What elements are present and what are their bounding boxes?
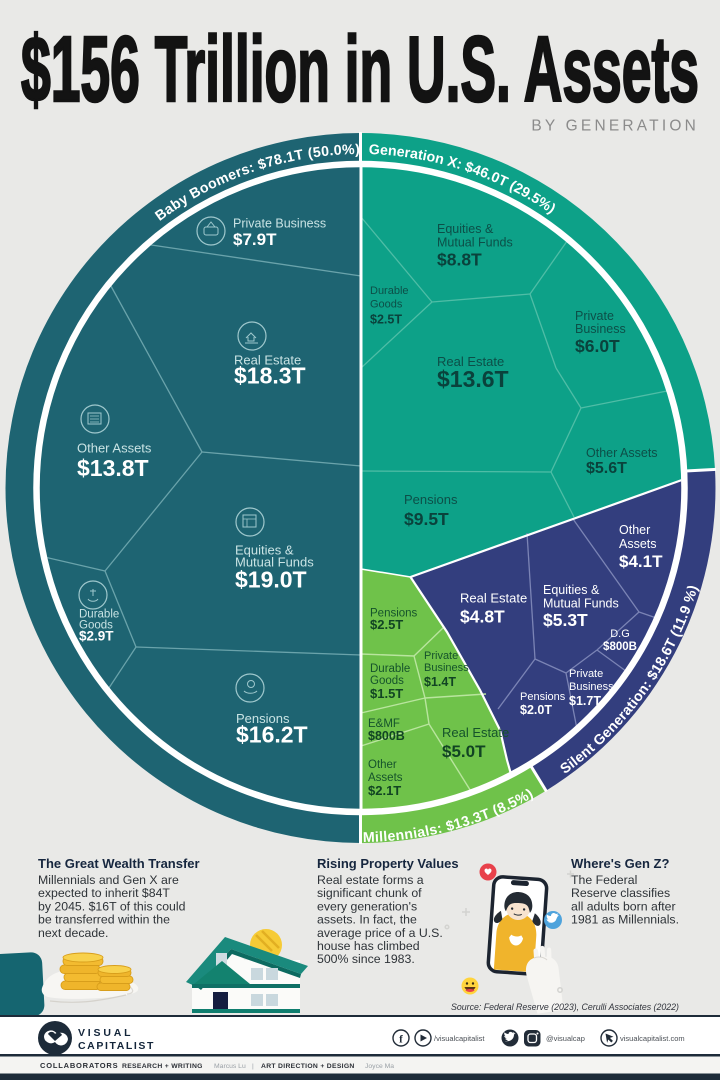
svg-text:$1.4T: $1.4T [424, 675, 456, 689]
svg-text:$2.1T: $2.1T [368, 783, 401, 798]
svg-text:house has climbed: house has climbed [317, 939, 420, 953]
svg-text:Assets: Assets [368, 772, 403, 784]
svg-text:Durable: Durable [370, 663, 410, 675]
svg-text:assets. In fact, the: assets. In fact, the [317, 913, 417, 927]
svg-text:Private: Private [569, 668, 603, 680]
svg-text:500% since 1983.: 500% since 1983. [317, 952, 415, 966]
svg-text:$5.0T: $5.0T [442, 742, 486, 761]
svg-text:Reserve classifies: Reserve classifies [571, 886, 670, 900]
svg-text:Durable: Durable [79, 609, 119, 621]
svg-text:Mutual Funds: Mutual Funds [235, 555, 314, 570]
svg-text:Marcus Lu: Marcus Lu [214, 1063, 246, 1070]
svg-text:$2.0T: $2.0T [520, 703, 552, 717]
svg-text:$4.8T: $4.8T [460, 607, 505, 627]
svg-text:Business: Business [424, 662, 469, 674]
svg-text:Real Estate: Real Estate [460, 591, 527, 606]
svg-text:RESEARCH + WRITING: RESEARCH + WRITING [122, 1063, 203, 1070]
svg-text:Private Business: Private Business [233, 217, 326, 231]
svg-text:VISUAL: VISUAL [78, 1027, 133, 1039]
svg-text:Other Assets: Other Assets [77, 441, 152, 456]
svg-text:Equities &: Equities & [543, 583, 600, 597]
svg-text:significant chunk of: significant chunk of [317, 886, 422, 900]
svg-text:$800B: $800B [368, 729, 405, 743]
svg-text:$1.5T: $1.5T [370, 686, 403, 701]
svg-text:$2.5T: $2.5T [370, 617, 403, 632]
svg-text:Goods: Goods [370, 299, 403, 311]
svg-text:average price of a U.S.: average price of a U.S. [317, 926, 443, 940]
svg-text:$800B: $800B [603, 641, 637, 653]
svg-text:Source: Federal Reserve (2023): Source: Federal Reserve (2023), Cerulli … [451, 1002, 679, 1012]
svg-text:1981 as Millennials.: 1981 as Millennials. [571, 913, 679, 927]
svg-text:$16.2T: $16.2T [236, 722, 308, 748]
svg-text:$6.0T: $6.0T [575, 336, 620, 356]
svg-text:/visualcapitalist: /visualcapitalist [434, 1034, 485, 1043]
svg-text:every generation's: every generation's [317, 899, 417, 913]
svg-text:Pensions: Pensions [520, 691, 566, 703]
svg-text:Durable: Durable [370, 285, 409, 297]
svg-text:f: f [399, 1034, 403, 1046]
svg-text:|: | [252, 1063, 254, 1070]
svg-text:Equities &: Equities & [235, 543, 294, 558]
svg-text:Goods: Goods [79, 620, 113, 632]
svg-text:Pensions: Pensions [404, 492, 458, 507]
svg-text:D.G: D.G [610, 628, 630, 640]
svg-text:Private: Private [424, 650, 458, 662]
svg-text:Assets: Assets [619, 537, 657, 551]
svg-text:E&MF: E&MF [368, 718, 400, 730]
svg-text:Other: Other [368, 759, 397, 771]
svg-text:Equities &: Equities & [437, 222, 494, 236]
svg-text:ART DIRECTION + DESIGN: ART DIRECTION + DESIGN [261, 1063, 355, 1070]
svg-text:Mutual Funds: Mutual Funds [437, 236, 513, 250]
svg-text:Rising Property Values: Rising Property Values [317, 856, 459, 871]
svg-text:Millennials and Gen X are: Millennials and Gen X are [38, 873, 179, 887]
svg-text:Private: Private [575, 309, 614, 323]
svg-text:$1.7T: $1.7T [569, 694, 601, 708]
svg-text:Real Estate: Real Estate [442, 725, 509, 740]
svg-text:$5.3T: $5.3T [543, 610, 588, 630]
svg-text:expected to inherit $84T: expected to inherit $84T [38, 886, 170, 900]
svg-text:Mutual Funds: Mutual Funds [543, 597, 619, 611]
svg-text:$4.1T: $4.1T [619, 552, 663, 571]
svg-text:$2.9T: $2.9T [79, 629, 114, 644]
svg-text:Real Estate: Real Estate [234, 353, 301, 368]
svg-text:CAPITALIST: CAPITALIST [78, 1040, 155, 1052]
svg-text:Pensions: Pensions [370, 608, 418, 620]
svg-text:Business: Business [575, 322, 626, 336]
svg-text:Joyce Ma: Joyce Ma [365, 1063, 394, 1070]
svg-text:by 2045. $16T of this could: by 2045. $16T of this could [38, 899, 186, 913]
svg-text:Real estate forms a: Real estate forms a [317, 873, 424, 887]
svg-text:$8.8T: $8.8T [437, 250, 482, 270]
svg-text:Other Assets: Other Assets [586, 446, 658, 460]
svg-text:Business: Business [569, 681, 614, 693]
svg-text:$5.6T: $5.6T [586, 460, 627, 477]
svg-text:Where's Gen Z?: Where's Gen Z? [571, 856, 669, 871]
svg-text:all adults born after: all adults born after [571, 899, 676, 913]
svg-text:Other: Other [619, 523, 650, 537]
svg-text:Goods: Goods [370, 675, 404, 687]
svg-text:$2.5T: $2.5T [370, 313, 402, 327]
svg-text:$13.8T: $13.8T [77, 455, 149, 481]
svg-text:$156 Trillion in U.S. Assets: $156 Trillion in U.S. Assets [21, 17, 699, 121]
svg-text:next decade.: next decade. [38, 926, 108, 940]
svg-text:$13.6T: $13.6T [437, 366, 509, 392]
svg-text:$7.9T: $7.9T [233, 230, 277, 249]
svg-text:Real Estate: Real Estate [437, 354, 504, 369]
svg-text:The Federal: The Federal [571, 873, 637, 887]
svg-text:The Great Wealth Transfer: The Great Wealth Transfer [38, 856, 200, 871]
svg-text:$18.3T: $18.3T [234, 363, 306, 389]
svg-text:visualcapitalist.com: visualcapitalist.com [620, 1034, 685, 1043]
svg-text:$9.5T: $9.5T [404, 509, 449, 529]
svg-text:Pensions: Pensions [236, 711, 290, 726]
svg-text:@visualcap: @visualcap [546, 1034, 585, 1043]
svg-text:COLLABORATORS: COLLABORATORS [40, 1061, 118, 1070]
svg-text:$19.0T: $19.0T [235, 567, 307, 593]
svg-text:be transferred within the: be transferred within the [38, 913, 170, 927]
svg-text:BY GENERATION: BY GENERATION [531, 118, 699, 135]
